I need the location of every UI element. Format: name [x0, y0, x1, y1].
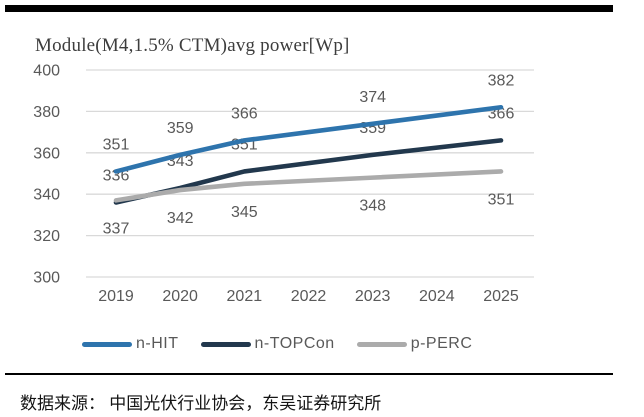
- y-tick-label: 340: [33, 187, 60, 204]
- data-label-p-PERC-2025: 351: [488, 191, 515, 208]
- data-label-n-HIT-2023: 374: [359, 89, 386, 106]
- y-tick-label: 360: [33, 145, 60, 162]
- top-rule: [5, 5, 613, 12]
- x-tick-label: 2022: [291, 288, 327, 305]
- chart-legend: n-HIT n-TOPCon p-PERC: [82, 335, 472, 353]
- n-topcon-line-swatch-icon: [200, 341, 251, 347]
- x-tick-label: 2023: [355, 288, 391, 305]
- data-source-note: 数据来源： 中国光伏行业协会，东吴证券研究所: [20, 394, 382, 413]
- legend-label-n-topcon: n-TOPCon: [254, 335, 335, 352]
- data-label-n-HIT-2020: 359: [167, 120, 194, 137]
- series-line-p-PERC: [113, 169, 504, 203]
- legend-item-n-hit: n-HIT: [82, 335, 179, 353]
- data-label-n-HIT-2021: 366: [231, 105, 258, 122]
- data-label-p-PERC-2021: 345: [231, 204, 258, 221]
- y-tick-label: 400: [33, 63, 60, 80]
- data-label-p-PERC-2019: 337: [103, 220, 130, 237]
- n-hit-line-swatch-icon: [82, 341, 132, 347]
- data-label-n-HIT-2019: 351: [103, 136, 130, 153]
- chart-title: Module(M4,1.5% CTM)avg power[Wp]: [35, 35, 350, 56]
- line-chart-plot-area: 300 320 340 360 380 400 2019 2020 2021 2022 2023 20…: [33, 63, 534, 305]
- p-perc-line-swatch-icon: [356, 341, 407, 347]
- legend-item-p-perc: p-PERC: [356, 335, 473, 353]
- legend-item-n-topcon: n-TOPCon: [200, 335, 335, 353]
- series-line-n-HIT: [113, 104, 504, 174]
- y-tick-label: 380: [33, 104, 60, 121]
- legend-label-n-hit: n-HIT: [136, 335, 179, 352]
- x-tick-label: 2024: [419, 288, 455, 305]
- data-label-p-PERC-2020: 342: [167, 210, 194, 227]
- x-tick-label: 2025: [483, 288, 519, 305]
- x-tick-label: 2020: [162, 288, 198, 305]
- x-tick-label: 2019: [98, 288, 134, 305]
- data-label-p-PERC-2023: 348: [359, 198, 386, 215]
- legend-label-p-perc: p-PERC: [410, 335, 473, 352]
- bottom-rule: [5, 373, 613, 375]
- y-tick-label: 300: [33, 270, 60, 287]
- x-tick-label: 2021: [227, 288, 263, 305]
- y-tick-label: 320: [33, 228, 60, 245]
- data-label-n-HIT-2025: 382: [488, 72, 515, 89]
